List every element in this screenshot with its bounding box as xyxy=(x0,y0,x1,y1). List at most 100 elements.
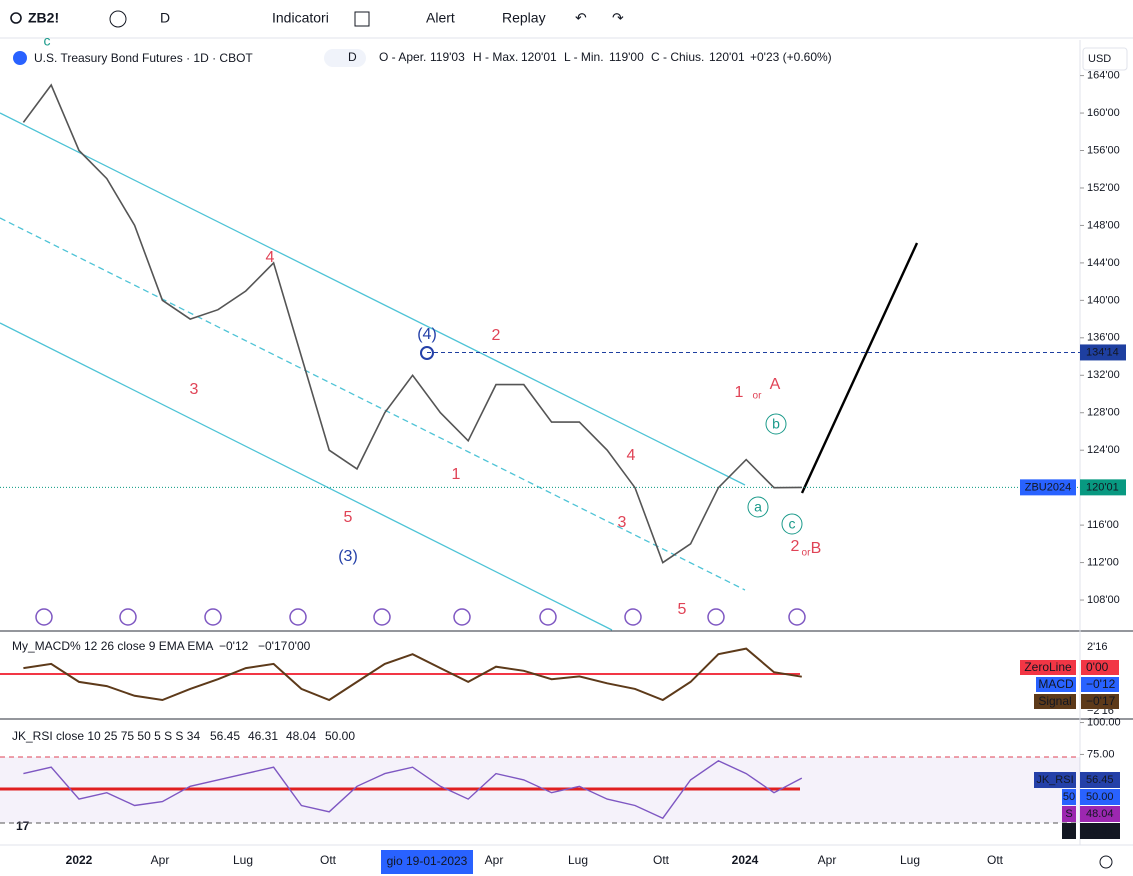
wave-label: a xyxy=(754,499,762,515)
rsi-v4: 50.00 xyxy=(325,729,355,743)
undo[interactable]: ↶ xyxy=(575,10,587,26)
badge-bg xyxy=(324,49,366,67)
current-label: 120'01 xyxy=(1086,481,1119,493)
wave-label: (4) xyxy=(417,326,437,343)
event-icon xyxy=(624,608,642,626)
price-tick-label: 164'00 xyxy=(1087,69,1120,81)
badge-bg xyxy=(1080,823,1120,839)
price-tick-label: 108'00 xyxy=(1087,594,1120,606)
price-tick-label: 148'00 xyxy=(1087,219,1120,231)
wave-label: 3 xyxy=(190,381,199,398)
label-bg xyxy=(1081,677,1119,692)
current-name: ZBU2024 xyxy=(1025,481,1071,493)
wave-label: b xyxy=(772,416,780,432)
price-tick-label: 128'00 xyxy=(1087,407,1120,419)
wave-label: 2 xyxy=(492,327,501,344)
price-line xyxy=(22,83,802,564)
time-label: Apr xyxy=(151,853,170,867)
alert[interactable]: Alert xyxy=(426,10,455,26)
signal-value: −0'17 xyxy=(1086,694,1116,708)
rsi-line xyxy=(23,759,803,820)
wave-label: 2 xyxy=(791,538,800,555)
wave-label: (3) xyxy=(338,548,358,565)
channel-mid xyxy=(0,217,746,591)
badge-value: 56.45 xyxy=(1086,774,1114,786)
high-label: H - Max. xyxy=(473,50,518,64)
crosshair-date: gio 19-01-2023 xyxy=(387,854,468,868)
rsi-title: JK_RSI close 10 25 75 50 5 S S 34 xyxy=(12,729,200,743)
add-icon[interactable] xyxy=(109,10,127,28)
time-label: Lug xyxy=(233,853,253,867)
label-bg xyxy=(1036,677,1076,692)
replay[interactable]: Replay xyxy=(502,10,546,26)
toolbar: ZB2! D Indicatori Alert Replay ↶ ↷ xyxy=(10,10,624,28)
label-bg xyxy=(1020,660,1076,675)
event-icon xyxy=(204,608,222,626)
wave-circle xyxy=(747,496,769,518)
currency[interactable]: USD xyxy=(1088,53,1111,65)
badge-name: S xyxy=(1065,808,1072,820)
wave-label: 1 xyxy=(735,384,744,401)
macd-value: −0'12 xyxy=(1086,677,1116,691)
badge-bg xyxy=(1062,789,1076,805)
price-tick-label: 144'00 xyxy=(1087,257,1120,269)
price-tick-label: 124'00 xyxy=(1087,444,1120,456)
symbol[interactable]: ZB2! xyxy=(28,10,59,26)
channel-lower xyxy=(0,322,613,631)
label-bg xyxy=(1081,694,1119,709)
wave-label: B xyxy=(811,540,822,557)
search-icon xyxy=(10,12,22,24)
event-icon xyxy=(707,608,725,626)
low: 119'00 xyxy=(609,50,644,64)
badge-bg xyxy=(1062,806,1076,822)
current-badge xyxy=(1020,479,1076,496)
event-icon xyxy=(453,608,471,626)
channel-upper xyxy=(0,112,746,486)
wave-label: or xyxy=(802,548,812,559)
pivot-marker xyxy=(420,346,434,360)
wave-label: 5 xyxy=(678,601,687,618)
settings-icon[interactable] xyxy=(1099,855,1113,869)
crosshair-bg xyxy=(381,850,473,874)
wave-label: c xyxy=(789,516,796,532)
wave-label: A xyxy=(770,376,781,393)
badge-bg xyxy=(1062,823,1076,839)
time-label: Apr xyxy=(818,853,837,867)
price-tick-label: 140'00 xyxy=(1087,294,1120,306)
open-label: O - Aper. xyxy=(379,50,426,64)
badge-bg xyxy=(1080,772,1120,788)
time-label: Apr xyxy=(485,853,504,867)
time-label: Ott xyxy=(320,853,337,867)
badge-bg xyxy=(1080,789,1120,805)
wave-label: 4 xyxy=(627,447,636,464)
macd-name: MACD xyxy=(1038,677,1074,691)
price-tick-label: 132'00 xyxy=(1087,369,1120,381)
wave-label: 1 xyxy=(452,466,461,483)
current-badge xyxy=(1080,479,1126,496)
badge-name: JK_RSI xyxy=(1036,774,1073,786)
redo[interactable]: ↷ xyxy=(612,10,624,26)
wave-circle xyxy=(781,513,803,535)
low-label: L - Min. xyxy=(564,50,604,64)
interval[interactable]: D xyxy=(160,10,170,26)
currency-box[interactable] xyxy=(1082,47,1128,71)
time-label: 2024 xyxy=(732,853,759,867)
wave-label: 5 xyxy=(344,509,353,526)
price-tick-label: 152'00 xyxy=(1087,182,1120,194)
time-label: Ott xyxy=(987,853,1004,867)
indicators[interactable]: Indicatori xyxy=(272,10,329,26)
layout-icon[interactable] xyxy=(354,11,370,27)
label-bg xyxy=(1081,660,1119,675)
label-bg xyxy=(1034,694,1076,709)
time-label: 2022 xyxy=(66,853,93,867)
event-icon xyxy=(289,608,307,626)
wave-circle xyxy=(765,413,787,435)
rsi-v2: 46.31 xyxy=(248,729,278,743)
rsi-tick-label: 75.00 xyxy=(1087,748,1115,760)
event-icon xyxy=(788,608,806,626)
time-label: Lug xyxy=(568,853,588,867)
event-icon xyxy=(35,608,53,626)
macd-v3: 0'00 xyxy=(288,639,311,653)
flag-icon xyxy=(13,51,27,65)
